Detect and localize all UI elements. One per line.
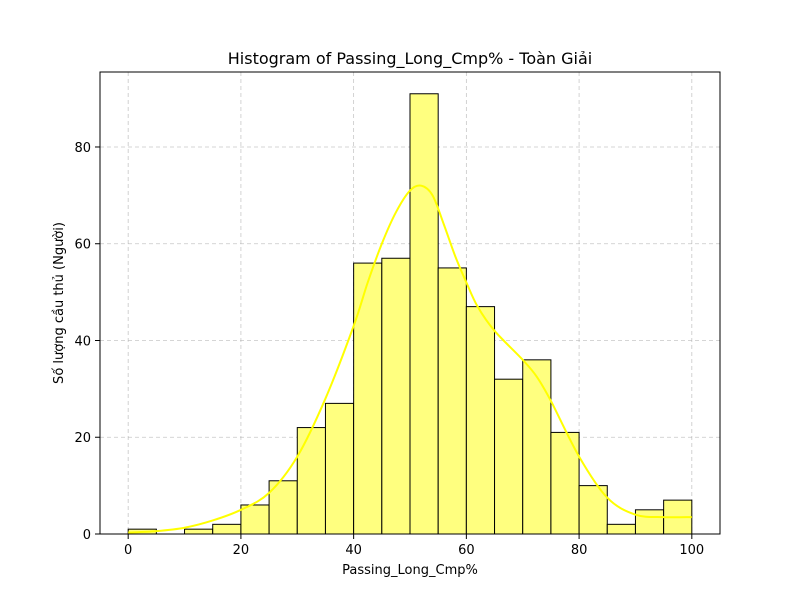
x-tick-label: 20 <box>233 543 250 558</box>
y-tick-label: 60 <box>74 238 91 253</box>
histogram-bar <box>465 306 496 535</box>
histogram-bar <box>381 257 411 535</box>
histogram-bar <box>606 523 636 535</box>
histogram-bar <box>296 427 326 535</box>
histogram-bar <box>240 504 270 535</box>
histogram-bar <box>324 402 355 535</box>
x-tick-label: 60 <box>458 543 475 558</box>
x-tick-label: 0 <box>124 543 132 558</box>
kde-curve <box>128 184 692 534</box>
x-tick-label: 100 <box>679 543 704 558</box>
histogram-bar <box>437 267 467 535</box>
y-tick-label: 80 <box>74 141 91 156</box>
kde-curve-group <box>128 184 692 534</box>
histogram-bar <box>634 509 665 535</box>
y-axis-label: Số lượng cầu thủ (Người) <box>52 222 67 384</box>
y-tick-label: 0 <box>83 528 91 543</box>
histogram-bar <box>184 528 214 535</box>
x-tick-label: 80 <box>571 543 588 558</box>
x-axis-ticks: 0 20 40 60 80 100 <box>124 534 704 558</box>
y-tick-label: 20 <box>74 431 91 446</box>
histogram-bar <box>494 378 524 535</box>
y-axis-ticks: 0 20 40 60 80 <box>74 141 100 543</box>
x-axis-label: Passing_Long_Cmp% <box>342 563 478 578</box>
plot-frame <box>99 71 721 535</box>
histogram-bar <box>522 359 552 535</box>
chart-title: Histogram of Passing_Long_Cmp% - Toàn Gi… <box>228 49 593 69</box>
histogram-bar <box>409 93 439 535</box>
histogram-bars <box>127 93 693 535</box>
histogram-bar <box>353 262 383 535</box>
y-tick-label: 40 <box>74 334 91 349</box>
x-tick-label: 40 <box>345 543 362 558</box>
histogram-bar <box>212 523 242 535</box>
